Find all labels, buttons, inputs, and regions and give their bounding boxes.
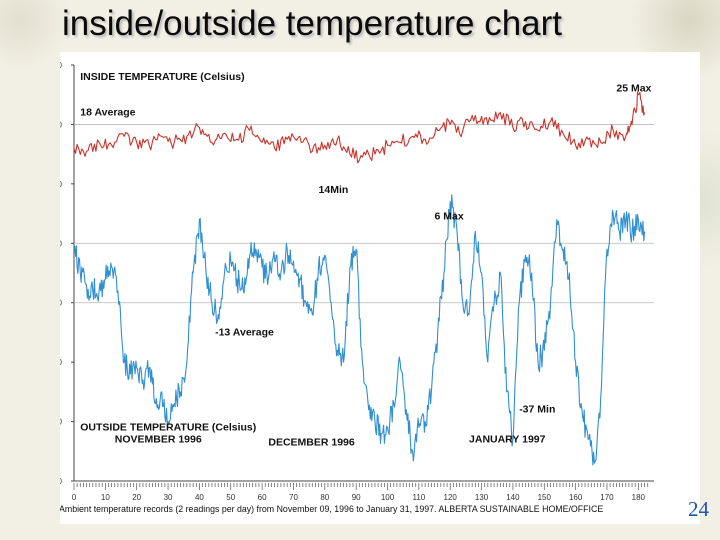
x-tick-label: 180: [632, 493, 646, 502]
chart-annotation: 6 Max: [435, 211, 464, 223]
chart-annotation: INSIDE TEMPERATURE (Celsius): [80, 71, 244, 83]
chart-panel: 3020100-10-20-30-40010203040506070809010…: [60, 52, 700, 524]
x-tick-label: 100: [381, 493, 395, 502]
chart-annotation: NOVEMBER 1996: [115, 433, 202, 445]
x-tick-label: 90: [352, 493, 361, 502]
x-tick-label: 80: [320, 493, 329, 502]
page-number: 24: [688, 497, 709, 521]
x-tick-label: 170: [600, 493, 614, 502]
x-tick-label: 30: [164, 493, 173, 502]
y-tick-label: -40: [60, 477, 63, 486]
x-tick-label: 160: [569, 493, 583, 502]
x-tick-label: 20: [132, 493, 141, 502]
series-line-outside: [73, 194, 646, 466]
chart-annotation: DECEMBER 1996: [268, 436, 355, 448]
x-tick-label: 50: [226, 493, 235, 502]
x-tick-label: 130: [475, 493, 489, 502]
y-tick-label: -30: [60, 418, 63, 427]
chart-annotation: -13 Average: [215, 326, 274, 338]
chart-caption: Ambient temperature records (2 readings …: [60, 504, 603, 514]
y-tick-label: -20: [60, 358, 63, 367]
y-tick-label: 30: [60, 61, 63, 70]
x-tick-label: 110: [412, 493, 425, 502]
x-tick-label: 150: [538, 493, 552, 502]
chart-annotation: -37 Min: [519, 404, 555, 416]
y-tick-label: 0: [60, 239, 63, 248]
x-tick-label: 0: [72, 493, 77, 502]
slide-title: inside/outside temperature chart: [62, 4, 562, 43]
chart-annotation: 18 Average: [80, 107, 135, 119]
x-tick-label: 40: [195, 493, 204, 502]
x-tick-label: 70: [289, 493, 298, 502]
x-tick-label: 120: [444, 493, 458, 502]
x-tick-label: 140: [506, 493, 520, 502]
chart-annotation: 25 Max: [616, 83, 651, 95]
x-tick-label: 10: [101, 493, 110, 502]
y-tick-label: -10: [60, 299, 63, 308]
series-line-inside: [73, 91, 646, 164]
y-tick-label: 20: [60, 120, 63, 129]
chart-annotation: OUTSIDE TEMPERATURE (Celsius): [80, 421, 256, 433]
chart-annotation: 14Min: [319, 184, 349, 196]
temperature-chart: 3020100-10-20-30-40010203040506070809010…: [60, 61, 654, 514]
chart-annotation: JANUARY 1997: [469, 433, 546, 445]
y-tick-label: 10: [60, 180, 63, 189]
x-tick-label: 60: [258, 493, 267, 502]
